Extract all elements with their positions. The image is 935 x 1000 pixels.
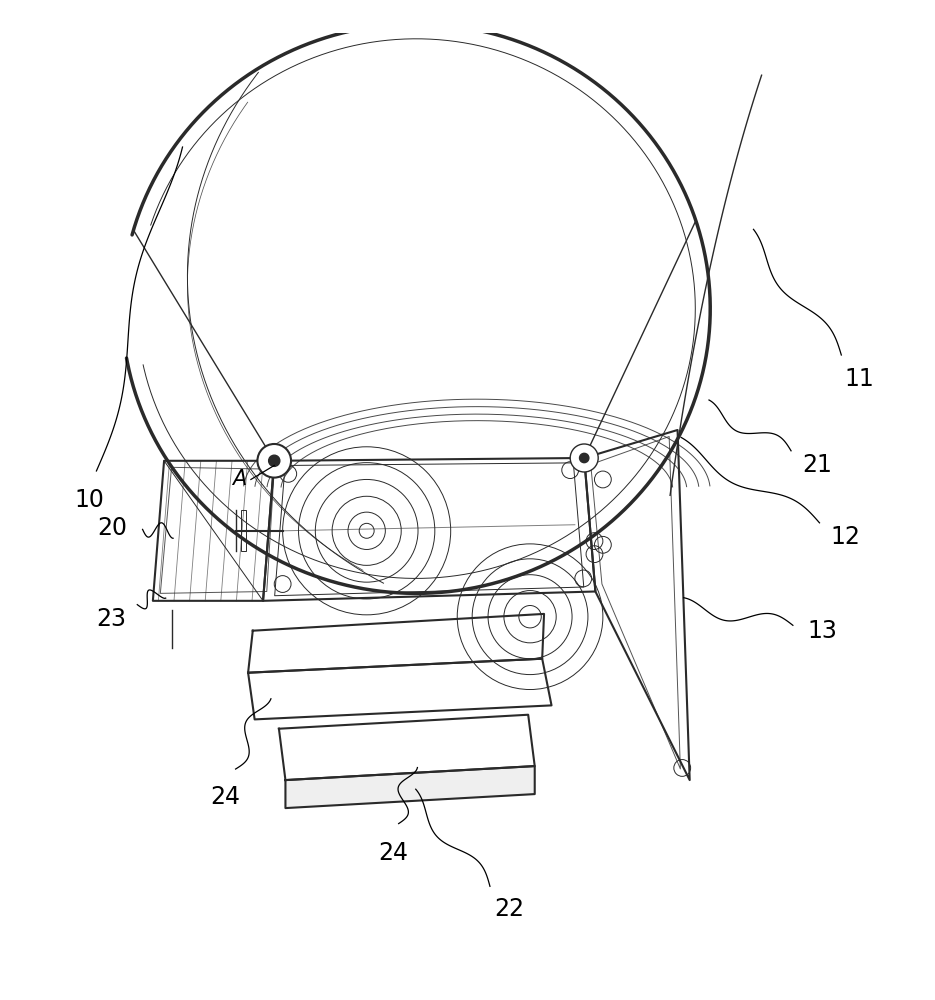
Text: A: A [232, 469, 246, 489]
Text: 11: 11 [844, 367, 874, 391]
Text: 23: 23 [96, 607, 126, 631]
Text: 13: 13 [807, 619, 837, 643]
Circle shape [257, 444, 291, 478]
Text: 21: 21 [802, 453, 832, 477]
Polygon shape [285, 766, 535, 808]
Circle shape [268, 455, 280, 466]
Text: 12: 12 [830, 525, 860, 549]
Text: 24: 24 [209, 785, 239, 809]
Bar [240, 510, 246, 551]
Text: 22: 22 [495, 897, 525, 921]
Text: 20: 20 [98, 516, 128, 540]
Text: 24: 24 [378, 841, 408, 865]
Text: 10: 10 [75, 488, 105, 512]
Circle shape [580, 453, 589, 463]
Circle shape [570, 444, 598, 472]
